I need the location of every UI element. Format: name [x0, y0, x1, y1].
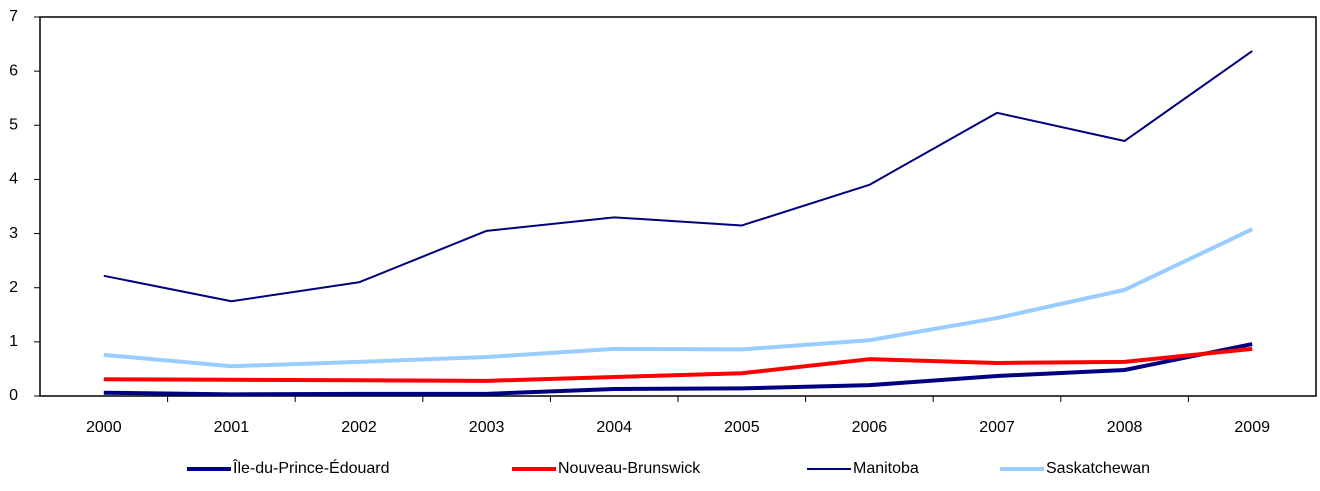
- legend-label: Nouveau-Brunswick: [558, 460, 701, 477]
- series-line: [103, 346, 1253, 383]
- x-tick-label: 2003: [469, 419, 505, 436]
- x-tick-label: 2005: [724, 419, 760, 436]
- x-tick-label: 2000: [86, 419, 122, 436]
- y-tick-label: 0: [9, 387, 18, 404]
- y-tick-label: 7: [9, 8, 18, 25]
- plot-frame: [39, 16, 1317, 397]
- x-tick-label: 2009: [1234, 419, 1270, 436]
- legend-label: Île-du-Prince-Édouard: [232, 458, 390, 477]
- y-tick-label: 6: [9, 62, 18, 79]
- y-tick-label: 1: [9, 333, 18, 350]
- x-tick-label: 2004: [596, 419, 632, 436]
- x-tick-label: 2002: [341, 419, 377, 436]
- x-tick-label: 2008: [1107, 419, 1143, 436]
- x-tick-label: 2001: [214, 419, 250, 436]
- legend-label: Saskatchewan: [1046, 460, 1150, 477]
- y-tick-label: 4: [9, 171, 18, 188]
- series-line: [103, 342, 1253, 397]
- x-tick-label: 2006: [852, 419, 888, 436]
- y-tick-label: 2: [9, 279, 18, 296]
- legend-label: Manitoba: [853, 460, 919, 477]
- series-line: [103, 50, 1253, 303]
- series-line: [103, 227, 1254, 369]
- y-tick-label: 5: [9, 117, 18, 134]
- x-tick-label: 2007: [979, 419, 1015, 436]
- y-tick-label: 3: [9, 225, 18, 242]
